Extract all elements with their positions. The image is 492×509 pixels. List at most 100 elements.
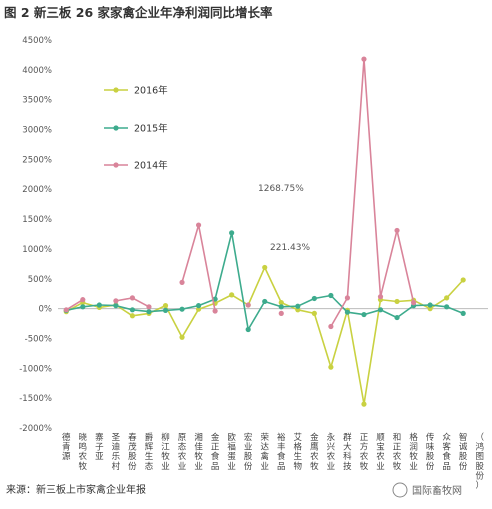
chart-title: 图 2 新三板 26 家家禽企业年净利润同比增长率 [4, 5, 273, 20]
data-point [80, 297, 86, 303]
series-line [65, 266, 464, 405]
data-point [262, 298, 268, 305]
series-line [181, 224, 216, 312]
x-tick-label: 宏业股份 [244, 432, 253, 472]
data-point [162, 303, 169, 309]
data-point [394, 314, 400, 321]
data-point [460, 277, 466, 283]
data-point [444, 304, 450, 310]
y-tick-label: 1000% [22, 245, 52, 255]
data-point [444, 295, 450, 301]
x-tick-label: （鸿图股份） [475, 432, 484, 491]
data-point [344, 309, 351, 315]
series-line [65, 299, 84, 311]
annotations: 1268.75% 221.43% [258, 184, 310, 253]
data-point [328, 364, 334, 370]
x-tick-label: 晓鸣农牧 [79, 432, 88, 472]
data-point [179, 334, 185, 340]
x-tick-label: 爵辉生态 [145, 432, 154, 472]
wechat-icon [392, 482, 408, 498]
y-tick-label: 2500% [22, 155, 52, 165]
data-point [311, 310, 317, 316]
data-point [179, 306, 185, 312]
legend: 2016年 2015年 2014年 [104, 85, 168, 172]
series-2 [63, 56, 417, 330]
data-point [295, 307, 301, 313]
data-point [394, 227, 400, 234]
data-point [328, 292, 334, 299]
y-axis: -2000% -1500% -1000% -500% 0% 500% 1000% 1500% 2… [19, 36, 52, 434]
x-tick-label: 原态农业 [178, 433, 187, 472]
y-tick-label: 4500% [22, 36, 52, 46]
data-point [377, 294, 384, 300]
series-1 [63, 230, 466, 333]
x-tick-label: 正方农牧 [360, 433, 369, 472]
y-tick-label: -500% [25, 334, 52, 344]
legend-swatch-marker [113, 162, 119, 168]
x-tick-label: 柳江牧业 [161, 432, 170, 472]
x-tick-label: 格润牧业 [409, 432, 418, 472]
data-point [195, 306, 202, 312]
x-tick-label: 德青源 [62, 432, 71, 462]
series-0 [63, 264, 466, 407]
y-tick-label: 1500% [22, 215, 52, 225]
y-tick-label: 0% [39, 305, 53, 315]
data-point [245, 302, 251, 308]
legend-swatch-marker [113, 125, 119, 131]
data-point [361, 311, 367, 318]
legend-label: 2014年 [134, 160, 168, 172]
data-point [129, 313, 136, 319]
x-tick-label: 众客食品 [442, 433, 451, 472]
data-point [295, 303, 301, 309]
data-point [96, 302, 102, 308]
data-point [311, 295, 317, 302]
x-axis: 德青源晓鸣农牧寨子亚圣迪乐村春茂股份爵辉生态柳江牧业原态农业湘佳牧业金正食品欧福… [62, 432, 484, 491]
data-point [410, 300, 417, 306]
y-tick-label: 3000% [22, 126, 52, 136]
data-point [262, 264, 268, 271]
series-line [330, 58, 415, 327]
x-tick-label: 传味股份 [426, 432, 435, 472]
data-point [245, 326, 251, 333]
y-tick-label: 4000% [22, 66, 52, 76]
data-point [212, 308, 218, 314]
y-tick-label: 2000% [22, 185, 52, 195]
data-point [427, 306, 433, 312]
data-point [229, 230, 235, 236]
data-point [129, 307, 136, 313]
data-label: 1268.75% [258, 184, 304, 194]
x-tick-label: 荣达禽业 [260, 432, 269, 472]
data-point [377, 307, 384, 313]
x-tick-label: 金鹰农牧 [310, 432, 319, 472]
x-tick-label: 裕丰食品 [277, 432, 286, 472]
x-tick-label: 春茂股份 [128, 432, 137, 472]
data-point [129, 295, 136, 301]
x-tick-label: 圣迪乐村 [112, 433, 121, 472]
y-tick-label: 500% [28, 275, 52, 285]
data-point [80, 304, 86, 310]
data-point [460, 310, 466, 316]
data-point [361, 401, 367, 407]
data-point [344, 295, 351, 301]
watermark-text: 国际畜牧网 [412, 484, 462, 497]
legend-label: 2015年 [134, 123, 168, 135]
y-tick-label: -1500% [19, 394, 52, 404]
legend-swatch-marker [113, 87, 119, 93]
data-point [146, 304, 152, 310]
x-tick-label: 永兴农业 [327, 432, 336, 472]
x-tick-label: 金正食品 [211, 432, 220, 472]
data-point [195, 222, 202, 228]
data-label: 221.43% [270, 243, 310, 253]
data-point [278, 304, 284, 310]
x-tick-label: 智诚股份 [459, 432, 468, 472]
series-line [66, 232, 464, 331]
series-layer [63, 56, 466, 407]
data-point [394, 298, 400, 305]
data-point [427, 302, 433, 308]
x-tick-label: 寨子亚 [95, 432, 104, 462]
source-note: 来源：新三板上市家禽企业年报 [6, 483, 146, 496]
x-tick-label: 群大科技 [343, 432, 352, 472]
x-tick-label: 和正农牧 [393, 433, 402, 472]
y-tick-label: -1000% [19, 364, 52, 374]
